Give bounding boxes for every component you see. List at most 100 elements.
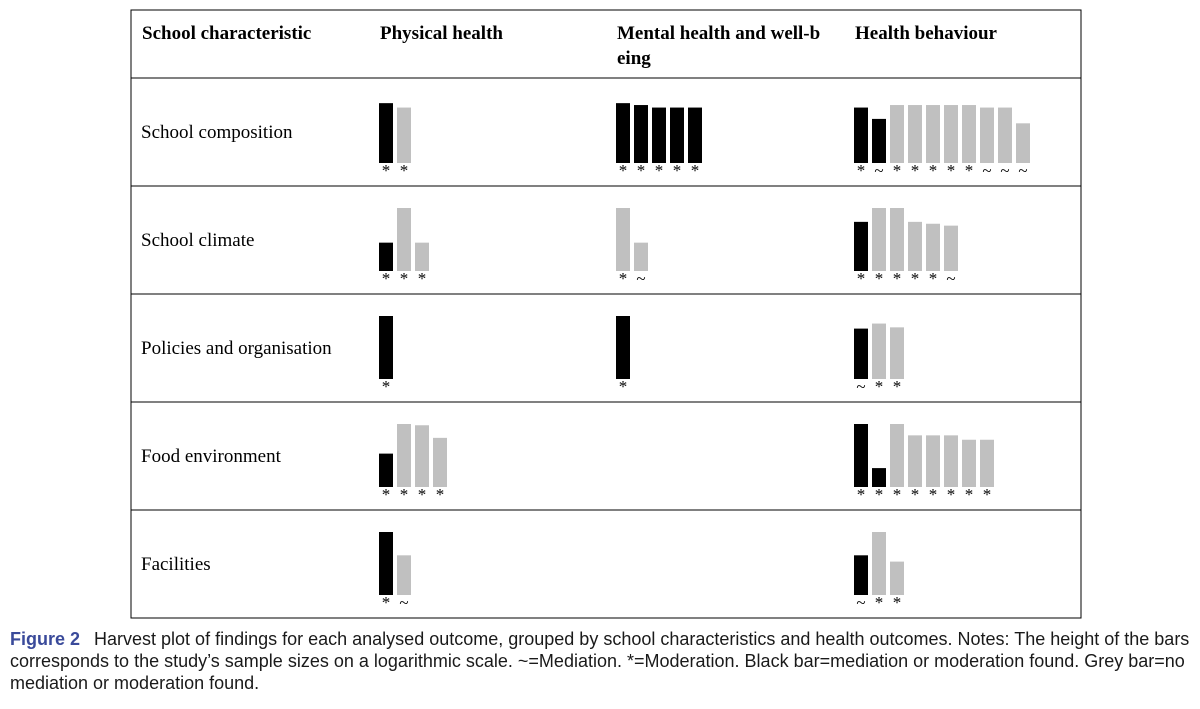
bar-found	[379, 242, 393, 271]
bar-found	[670, 107, 684, 163]
moderation-symbol: *	[857, 485, 866, 504]
bar-not-found	[926, 223, 940, 271]
row-label: Facilities	[141, 554, 211, 575]
bar-not-found	[397, 555, 411, 595]
bar-not-found	[890, 424, 904, 487]
bar-found	[379, 453, 393, 487]
mediation-symbol: ~	[399, 593, 408, 612]
moderation-symbol: *	[911, 161, 920, 180]
moderation-symbol: *	[983, 485, 992, 504]
bar-not-found	[397, 208, 411, 271]
bar-found	[634, 105, 648, 163]
mediation-symbol: ~	[856, 377, 865, 396]
bar-found	[616, 316, 630, 379]
moderation-symbol: *	[875, 377, 884, 396]
bar-not-found	[962, 439, 976, 487]
moderation-symbol: *	[875, 269, 884, 288]
harvest-plot: School characteristic Physical health Ment…	[130, 9, 1082, 619]
bar-not-found	[872, 323, 886, 379]
bar-not-found	[890, 105, 904, 163]
mediation-symbol: ~	[946, 269, 955, 288]
header-mental-health: Mental health and well-b eing	[617, 23, 820, 69]
moderation-symbol: *	[691, 161, 700, 180]
row-label: Food environment	[141, 446, 282, 467]
moderation-symbol: *	[382, 485, 391, 504]
mediation-symbol: ~	[1018, 161, 1027, 180]
bar-not-found	[890, 208, 904, 271]
moderation-symbol: *	[857, 269, 866, 288]
bar-not-found	[872, 532, 886, 595]
bar-found	[854, 328, 868, 379]
mediation-symbol: ~	[874, 161, 883, 180]
moderation-symbol: *	[382, 377, 391, 396]
bar-not-found	[962, 105, 976, 163]
moderation-symbol: *	[965, 485, 974, 504]
bar-not-found	[908, 221, 922, 271]
figure-caption: Figure 2 Harvest plot of findings for eac…	[10, 628, 1195, 694]
moderation-symbol: *	[655, 161, 664, 180]
bar-found	[379, 532, 393, 595]
bar-not-found	[397, 424, 411, 487]
bar-not-found	[433, 437, 447, 487]
moderation-symbol: *	[911, 485, 920, 504]
moderation-symbol: *	[382, 593, 391, 612]
moderation-symbol: *	[637, 161, 646, 180]
mediation-symbol: ~	[1000, 161, 1009, 180]
moderation-symbol: *	[418, 485, 427, 504]
bar-found	[854, 107, 868, 163]
moderation-symbol: *	[893, 269, 902, 288]
moderation-symbol: *	[619, 161, 628, 180]
moderation-symbol: *	[619, 269, 628, 288]
bar-not-found	[890, 327, 904, 379]
bar-not-found	[926, 105, 940, 163]
bar-found	[872, 468, 886, 487]
row-label: School climate	[141, 230, 254, 251]
mediation-symbol: ~	[982, 161, 991, 180]
moderation-symbol: *	[400, 161, 409, 180]
moderation-symbol: *	[400, 269, 409, 288]
moderation-symbol: *	[929, 161, 938, 180]
caption-text: Harvest plot of findings for each analys…	[10, 629, 1190, 693]
header-school-characteristic: School characteristic	[142, 23, 311, 44]
bar-not-found	[397, 107, 411, 163]
moderation-symbol: *	[965, 161, 974, 180]
bar-not-found	[926, 435, 940, 487]
moderation-symbol: *	[947, 485, 956, 504]
bar-found	[854, 555, 868, 595]
moderation-symbol: *	[418, 269, 427, 288]
moderation-symbol: *	[857, 161, 866, 180]
bar-not-found	[944, 225, 958, 271]
bar-found	[688, 107, 702, 163]
moderation-symbol: *	[893, 161, 902, 180]
moderation-symbol: *	[619, 377, 628, 396]
bar-found	[854, 221, 868, 271]
bar-not-found	[908, 435, 922, 487]
bar-found	[379, 103, 393, 163]
bar-not-found	[616, 208, 630, 271]
moderation-symbol: *	[947, 161, 956, 180]
bar-not-found	[980, 439, 994, 487]
bar-not-found	[890, 561, 904, 595]
moderation-symbol: *	[673, 161, 682, 180]
moderation-symbol: *	[382, 161, 391, 180]
moderation-symbol: *	[382, 269, 391, 288]
moderation-symbol: *	[893, 377, 902, 396]
bar-not-found	[1016, 123, 1030, 163]
row-label: Policies and organisation	[141, 338, 332, 359]
bar-not-found	[908, 105, 922, 163]
bar-found	[616, 103, 630, 163]
bar-found	[652, 107, 666, 163]
bar-not-found	[415, 425, 429, 487]
header-health-behaviour: Health behaviour	[855, 23, 998, 44]
moderation-symbol: *	[875, 485, 884, 504]
row-label: School composition	[141, 122, 293, 143]
bar-not-found	[872, 208, 886, 271]
moderation-symbol: *	[911, 269, 920, 288]
bar-found	[379, 316, 393, 379]
bar-not-found	[944, 105, 958, 163]
bar-not-found	[980, 107, 994, 163]
moderation-symbol: *	[893, 485, 902, 504]
bar-found	[872, 118, 886, 163]
moderation-symbol: *	[436, 485, 445, 504]
bar-not-found	[415, 242, 429, 271]
